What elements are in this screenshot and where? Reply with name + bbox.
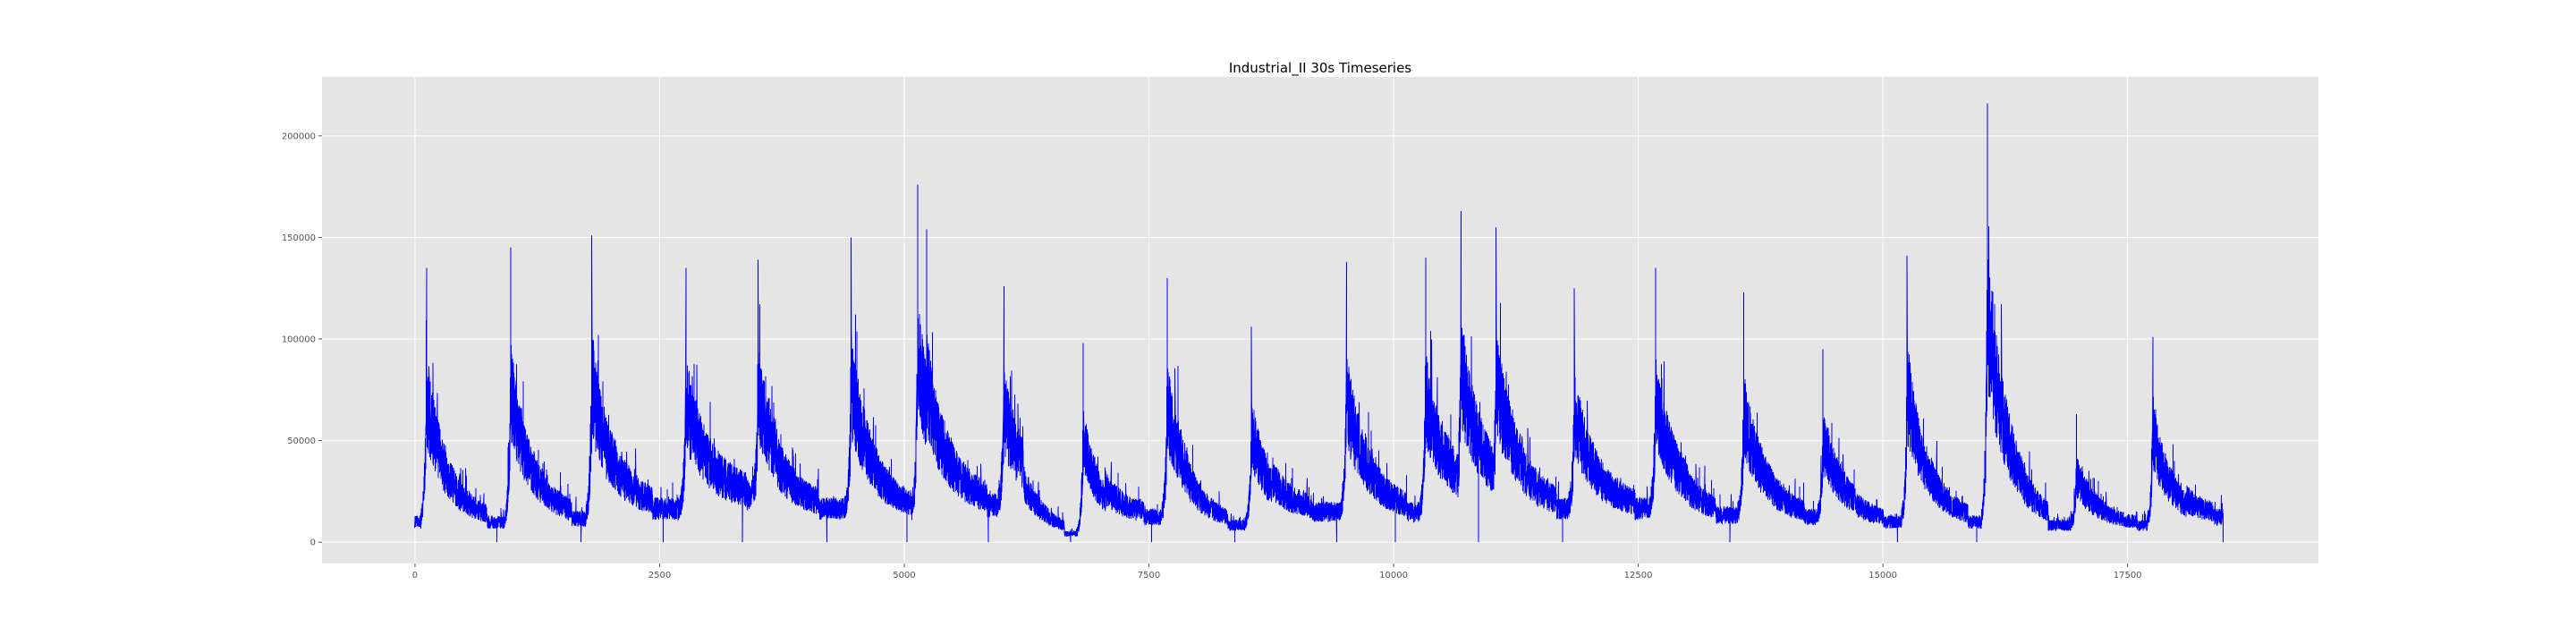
x-tick-label: 17500 (2114, 571, 2142, 580)
x-tick-label: 12500 (1624, 571, 1653, 580)
x-tick-label: 5000 (893, 571, 915, 580)
x-tick-label: 7500 (1138, 571, 1160, 580)
x-tick-label: 0 (412, 571, 418, 580)
y-tick-label: 200000 (282, 131, 316, 141)
x-tick-label: 10000 (1379, 571, 1408, 580)
x-tick-label: 2500 (648, 571, 671, 580)
y-tick-label: 150000 (282, 233, 316, 243)
y-tick-label: 0 (310, 538, 316, 548)
x-tick-label: 15000 (1868, 571, 1897, 580)
y-tick-label: 100000 (282, 335, 316, 345)
y-tick-label: 50000 (287, 436, 316, 446)
plot-area (322, 77, 2318, 564)
chart-title: Industrial_II 30s Timeseries (1229, 60, 1411, 77)
series-line (414, 103, 2224, 543)
axis-ticks: 0 2500 5000 7500 10000 12500 15000 17500 0 50000 1… (282, 131, 2142, 580)
